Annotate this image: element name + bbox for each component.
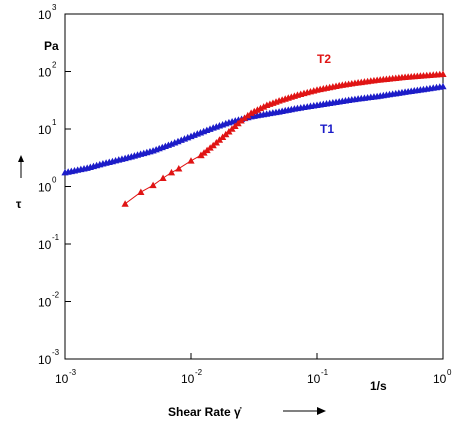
y-tick-exponent: -1 (52, 233, 60, 242)
data-point (137, 188, 145, 195)
y-tick-exponent: -2 (52, 291, 60, 300)
y-axis-label: τ (16, 197, 22, 211)
y-tick-label: 10 (38, 296, 52, 310)
data-point (244, 111, 252, 119)
data-point (175, 164, 183, 172)
y-tick-exponent: 1 (52, 118, 57, 127)
series-label-t2: T2 (317, 52, 331, 66)
data-point (439, 70, 447, 78)
x-tick-label: 10 (433, 372, 447, 386)
x-axis-arrowhead (317, 407, 326, 415)
data-point (121, 200, 129, 207)
series-t1 (61, 82, 447, 176)
y-tick-exponent: -3 (52, 348, 60, 357)
x-axis-ticks: 10 -3 10 -2 10 -1 10 0 (55, 353, 452, 386)
y-tick-label: 10 (38, 181, 52, 195)
y-axis-title: τ (16, 155, 24, 211)
y-axis-unit: Pa (44, 39, 59, 53)
data-point (240, 114, 249, 121)
y-tick-label: 10 (38, 353, 52, 367)
x-axis-label: Shear Rate γ̇ (168, 405, 242, 419)
x-tick-exponent: -1 (321, 368, 329, 377)
y-tick-label: 10 (38, 123, 52, 137)
y-tick-exponent: 2 (52, 61, 57, 70)
y-tick-exponent: 0 (52, 176, 57, 185)
data-point (439, 82, 447, 90)
data-point (149, 181, 157, 189)
x-tick-exponent: -3 (69, 368, 77, 377)
y-tick-label: 10 (38, 238, 52, 252)
x-tick-exponent: 0 (447, 368, 452, 377)
x-axis-unit: 1/s (370, 379, 387, 393)
y-tick-label: 10 (38, 8, 52, 22)
data-point (237, 116, 245, 124)
x-tick-label: 10 (181, 372, 195, 386)
x-tick-label: 10 (55, 372, 69, 386)
y-tick-exponent: 3 (52, 3, 57, 12)
x-tick-label: 10 (307, 372, 321, 386)
series-label-t1: T1 (320, 122, 334, 136)
series-t2 (121, 70, 447, 207)
data-series (61, 70, 447, 207)
data-point (167, 168, 176, 176)
x-tick-exponent: -2 (195, 368, 203, 377)
data-point (159, 174, 167, 181)
x-axis-title: Shear Rate γ̇ (168, 405, 326, 419)
plot-frame (64, 13, 444, 360)
y-axis-arrowhead (18, 155, 24, 162)
y-tick-label: 10 (38, 66, 52, 80)
data-point (187, 157, 195, 164)
